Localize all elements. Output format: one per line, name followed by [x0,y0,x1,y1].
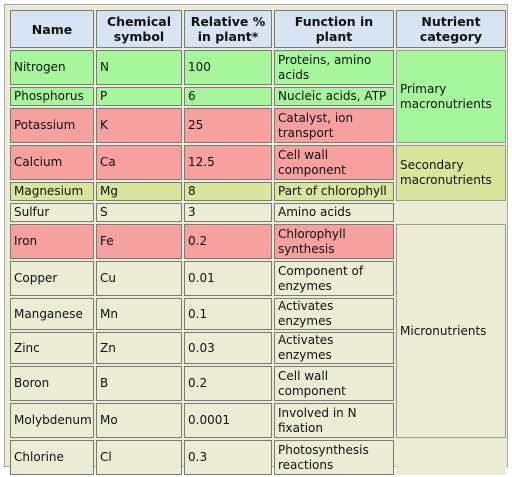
table-row: Manganese Mn 0.1 Activates enzymes [10,298,506,330]
table-row: Phosphorus P 6 Nucleic acids, ATP [10,87,506,106]
cell-percent: 8 [184,182,272,201]
cell-name: Sulfur [10,203,94,222]
category-empty [396,203,506,222]
header-nutrient-category: Nutrient category [396,10,506,48]
cell-symbol: Mg [96,182,182,201]
cell-function: Chlorophyll synthesis [274,224,394,259]
header-name: Name [10,10,94,48]
cell-function: Component of enzymes [274,261,394,296]
cell-symbol: Zn [96,332,182,364]
cell-name: Nitrogen [10,50,94,85]
table-row: Boron B 0.2 Cell wall component [10,366,506,401]
cell-name: Iron [10,224,94,259]
cell-name: Phosphorus [10,87,94,106]
cell-function: Photosynthesis reactions [274,440,394,475]
cell-symbol: Cl [96,440,182,475]
nutrient-table-frame: Name Chemical symbol Relative % in plant… [4,4,508,475]
cell-percent: 0.2 [184,366,272,401]
table-row: Zinc Zn 0.03 Activates enzymes [10,332,506,364]
cell-percent: 0.1 [184,298,272,330]
cell-name: Manganese [10,298,94,330]
cell-function: Part of chlorophyll [274,182,394,201]
cell-percent: 12.5 [184,145,272,180]
cell-function: Cell wall component [274,145,394,180]
cell-percent: 0.03 [184,332,272,364]
cell-symbol: P [96,87,182,106]
cell-function: Involved in N fixation [274,403,394,438]
cell-percent: 0.0001 [184,403,272,438]
cell-symbol: B [96,366,182,401]
table-row: Nitrogen N 100 Proteins, amino acids Pri… [10,50,506,143]
cell-percent: 100 [184,50,272,85]
category-primary: Primary macronutrients [396,50,506,143]
header-relative-percent: Relative % in plant* [184,10,272,48]
cell-name: Calcium [10,145,94,180]
cell-symbol: Mn [96,298,182,330]
cell-percent: 3 [184,203,272,222]
cell-function: Catalyst, ion transport [274,108,394,143]
cell-name: Molybdenum [10,403,94,438]
cell-function: Cell wall component [274,366,394,401]
category-micro: Micronutrients [396,224,506,438]
cell-name: Boron [10,366,94,401]
cell-symbol: N [96,50,182,85]
cell-symbol: Mo [96,403,182,438]
category-empty [396,440,506,475]
cell-percent: 0.2 [184,224,272,259]
cell-symbol: Fe [96,224,182,259]
header-row: Name Chemical symbol Relative % in plant… [10,10,506,48]
cell-percent: 0.3 [184,440,272,475]
cell-name: Chlorine [10,440,94,475]
table-row: Copper Cu 0.01 Component of enzymes [10,261,506,296]
cell-function: Activates enzymes [274,298,394,330]
cell-symbol: Cu [96,261,182,296]
cell-name: Potassium [10,108,94,143]
cell-percent: 6 [184,87,272,106]
table-row: Iron Fe 0.2 Chlorophyll synthesis Micron… [10,224,506,438]
table-row: Sulfur S 3 Amino acids [10,203,506,222]
table-row: Calcium Ca 12.5 Cell wall component Seco… [10,145,506,201]
header-function: Function in plant [274,10,394,48]
table-row: Molybdenum Mo 0.0001 Involved in N fixat… [10,403,506,438]
cell-name: Copper [10,261,94,296]
cell-symbol: S [96,203,182,222]
category-secondary: Secondary macronutrients [396,145,506,201]
table-row: Chlorine Cl 0.3 Photosynthesis reactions [10,440,506,475]
table-row: Potassium K 25 Catalyst, ion transport [10,108,506,143]
cell-symbol: Ca [96,145,182,180]
table-row: Magnesium Mg 8 Part of chlorophyll [10,182,506,201]
cell-percent: 0.01 [184,261,272,296]
cell-name: Zinc [10,332,94,364]
header-chemical-symbol: Chemical symbol [96,10,182,48]
cell-function: Amino acids [274,203,394,222]
cell-function: Proteins, amino acids [274,50,394,85]
cell-percent: 25 [184,108,272,143]
cell-function: Nucleic acids, ATP [274,87,394,106]
cell-name: Magnesium [10,182,94,201]
nutrient-table: Name Chemical symbol Relative % in plant… [8,8,508,477]
cell-symbol: K [96,108,182,143]
cell-function: Activates enzymes [274,332,394,364]
